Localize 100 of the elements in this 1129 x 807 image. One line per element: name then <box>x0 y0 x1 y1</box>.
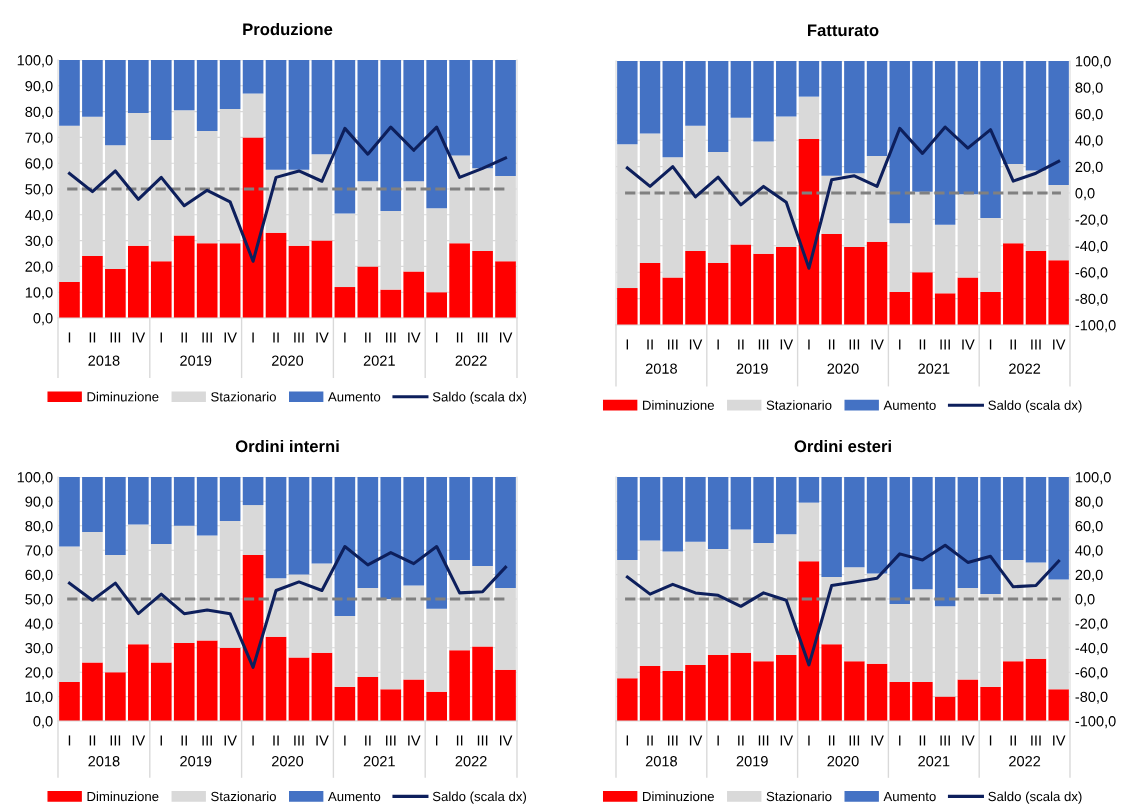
bar <box>957 277 979 325</box>
y2-tick-label: 60,0 <box>1075 520 1103 533</box>
x-tick-label: III <box>386 735 396 746</box>
bar <box>426 60 447 209</box>
bar <box>196 640 218 721</box>
y2-tick-label: 0,0 <box>1075 188 1095 201</box>
x-tick-label: II <box>738 735 744 746</box>
bar <box>776 477 797 535</box>
x-tick-label: II <box>273 332 279 343</box>
bar <box>82 662 103 721</box>
bar <box>403 679 425 721</box>
bar <box>776 61 797 117</box>
line-series <box>625 543 1061 667</box>
y-tick-label: 30,0 <box>25 642 53 655</box>
bar <box>449 477 470 560</box>
x-tick-label: II <box>456 332 463 343</box>
bar <box>1048 61 1069 186</box>
bar <box>265 60 287 170</box>
y2-tick-label: 80,0 <box>1075 496 1103 509</box>
bar <box>242 60 264 94</box>
x-tick-label: II <box>647 339 653 350</box>
bar <box>150 60 172 140</box>
bar <box>173 235 195 318</box>
x-tick-label: I <box>68 332 71 343</box>
x-tick-label: III <box>940 735 950 746</box>
text: 2019 <box>736 756 768 767</box>
bar <box>639 477 661 541</box>
legend-label: Aumento <box>327 791 381 802</box>
bar <box>334 686 356 721</box>
bar <box>866 477 888 574</box>
bar <box>753 661 774 721</box>
bar <box>821 477 842 578</box>
bar <box>380 60 402 211</box>
y-tick-label: 50,0 <box>25 184 53 197</box>
bar <box>196 243 218 318</box>
chart-title: Fatturato <box>808 24 879 37</box>
bar <box>753 253 774 325</box>
x-tick-label: III <box>849 735 860 746</box>
bar <box>1003 477 1024 560</box>
y2-tick-label: -20,0 <box>1075 618 1108 631</box>
x-tick-label: III <box>110 332 121 343</box>
x-tick-label: IV <box>962 339 975 350</box>
bar <box>889 681 910 721</box>
bar <box>685 477 706 542</box>
x-tick-label: III <box>202 332 212 343</box>
y2-tick-label: 20,0 <box>1075 569 1103 582</box>
bar <box>128 644 149 721</box>
bar <box>219 243 241 318</box>
x-tick-label: I <box>717 339 719 350</box>
bar <box>639 61 661 134</box>
bar <box>105 60 126 146</box>
y2-tick-label: 0,0 <box>1075 594 1095 607</box>
bar <box>1003 61 1024 164</box>
x-tick-label: III <box>940 339 950 350</box>
bar <box>472 60 493 169</box>
y-tick-label: 30,0 <box>25 235 53 248</box>
bar <box>357 60 379 182</box>
x-tick-label: II <box>1010 339 1016 350</box>
x-tick-label: II <box>89 735 96 746</box>
legend-label: Saldo (scala dx) <box>432 391 527 405</box>
bar <box>82 256 103 318</box>
bar <box>150 261 172 318</box>
text: 2019 <box>180 756 212 767</box>
text: 2022 <box>455 756 487 767</box>
legend-label: Diminuzione <box>87 791 159 802</box>
y2-tick-label: 100,0 <box>1075 472 1111 485</box>
bar <box>957 61 979 195</box>
x-tick-label: III <box>294 735 304 746</box>
y2-tick-label: 60,0 <box>1075 108 1103 121</box>
bar <box>495 669 516 721</box>
x-tick-label: IV <box>499 332 513 343</box>
bar <box>173 642 195 721</box>
bar <box>866 663 888 721</box>
bar <box>242 477 264 506</box>
bar <box>128 477 149 525</box>
text: 2021 <box>918 756 950 767</box>
x-tick-label: III <box>294 332 304 343</box>
x-tick-label: III <box>849 339 860 350</box>
bar <box>242 137 264 318</box>
y2-tick-label: 40,0 <box>1075 135 1103 148</box>
x-tick-label: I <box>899 735 901 746</box>
line-series <box>625 125 1061 270</box>
text: 2021 <box>918 363 950 374</box>
x-tick-label: II <box>647 735 653 746</box>
y2-tick-label: -80,0 <box>1075 293 1108 306</box>
bar <box>707 477 729 549</box>
legend-label: Aumento <box>327 392 381 402</box>
y-tick-label: 40,0 <box>25 209 53 222</box>
y-tick-label: 20,0 <box>25 261 53 274</box>
x-tick-label: III <box>1031 339 1041 350</box>
bar <box>242 555 264 721</box>
bar <box>196 60 218 131</box>
x-tick-label: IV <box>689 339 703 350</box>
bar <box>334 287 356 318</box>
y2-tick-label: -20,0 <box>1075 214 1108 227</box>
bar <box>495 477 516 589</box>
x-tick-label: II <box>365 332 371 343</box>
bar <box>617 288 638 325</box>
x-tick-label: I <box>989 339 992 350</box>
bar <box>426 477 447 609</box>
